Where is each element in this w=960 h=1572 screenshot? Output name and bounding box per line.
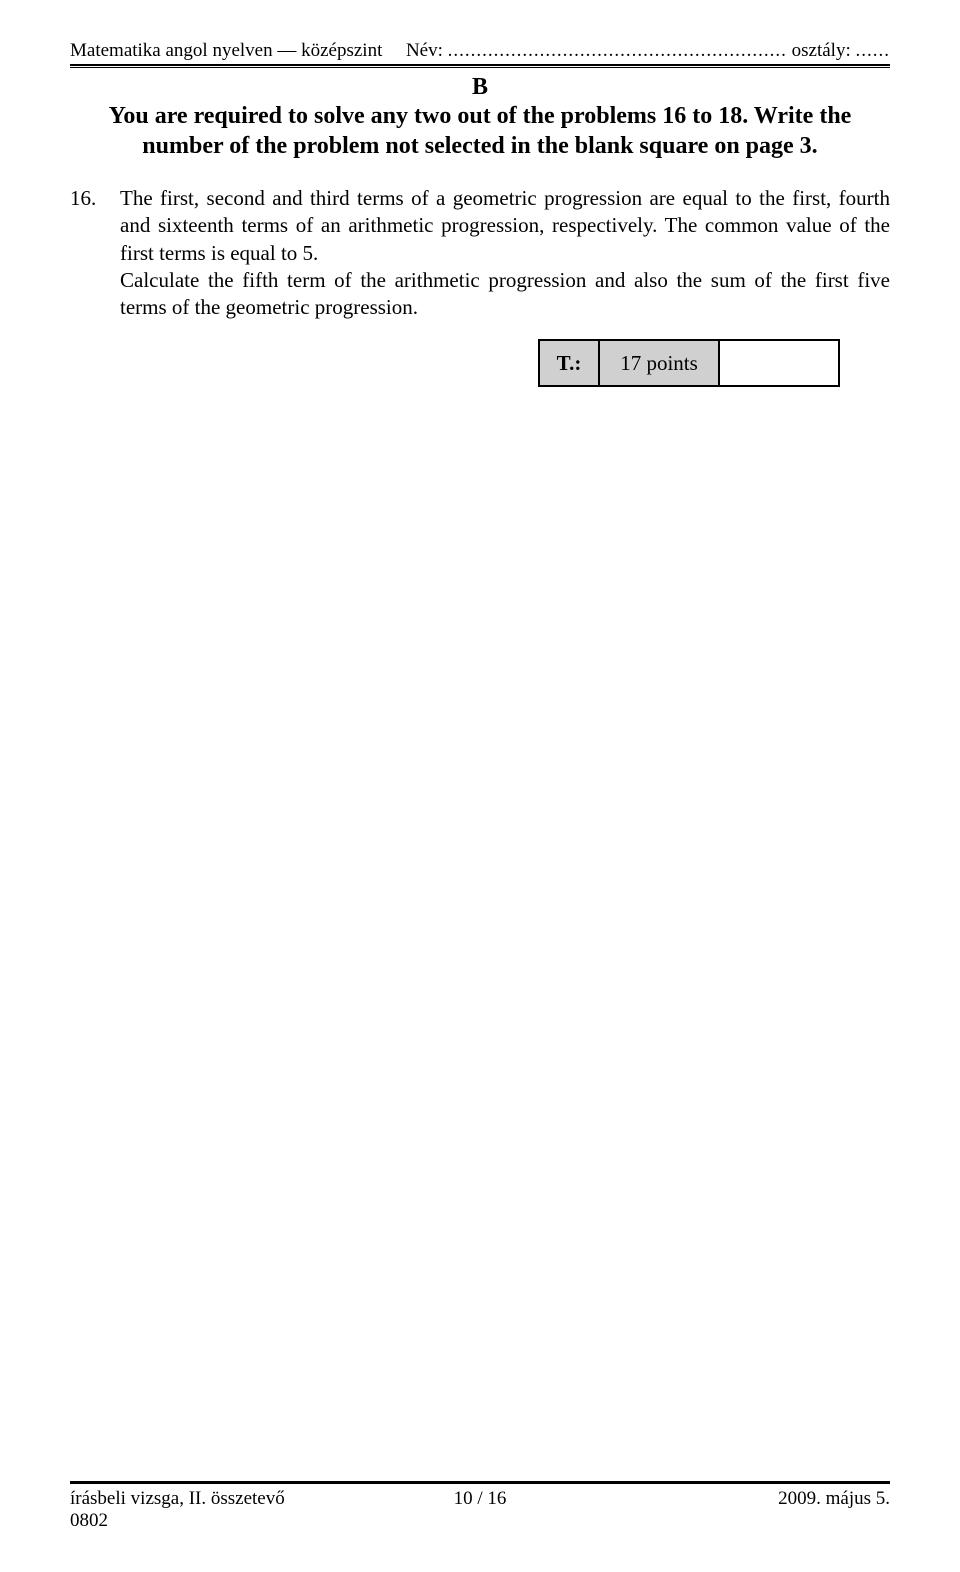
section-label: B: [70, 74, 890, 101]
points-blank-cell: [719, 340, 839, 386]
header-name-class: Név: ...................................…: [406, 40, 890, 62]
instructions-line-1: You are required to solve any two out of…: [109, 103, 852, 129]
section-instructions: You are required to solve any two out of…: [70, 101, 890, 161]
name-dots: ........................................…: [448, 40, 787, 61]
class-dots: ......: [856, 40, 891, 61]
points-label-cell: T.:: [539, 340, 599, 386]
points-table: T.: 17 points: [538, 339, 840, 387]
class-label: osztály:: [792, 40, 851, 61]
points-value-cell: 17 points: [599, 340, 719, 386]
page-header: Matematika angol nyelven — középszint Né…: [70, 40, 890, 62]
problem-number: 16.: [70, 185, 120, 212]
name-label: Név:: [406, 40, 443, 61]
header-rule: [70, 64, 890, 68]
problem-text: The first, second and third terms of a g…: [120, 185, 890, 321]
footer-exam-code: 0802: [70, 1510, 108, 1531]
problem-16: 16. The first, second and third terms of…: [70, 185, 890, 321]
footer-rule: [70, 1481, 890, 1484]
footer-date: 2009. május 5.: [778, 1488, 890, 1510]
instructions-line-2: number of the problem not selected in th…: [142, 133, 817, 159]
footer-left: írásbeli vizsga, II. összetevő 0802: [70, 1488, 285, 1532]
header-subject: Matematika angol nyelven — középszint: [70, 40, 382, 62]
footer-exam-label: írásbeli vizsga, II. összetevő: [70, 1488, 285, 1509]
page-footer: írásbeli vizsga, II. összetevő 0802 10 /…: [70, 1481, 890, 1532]
